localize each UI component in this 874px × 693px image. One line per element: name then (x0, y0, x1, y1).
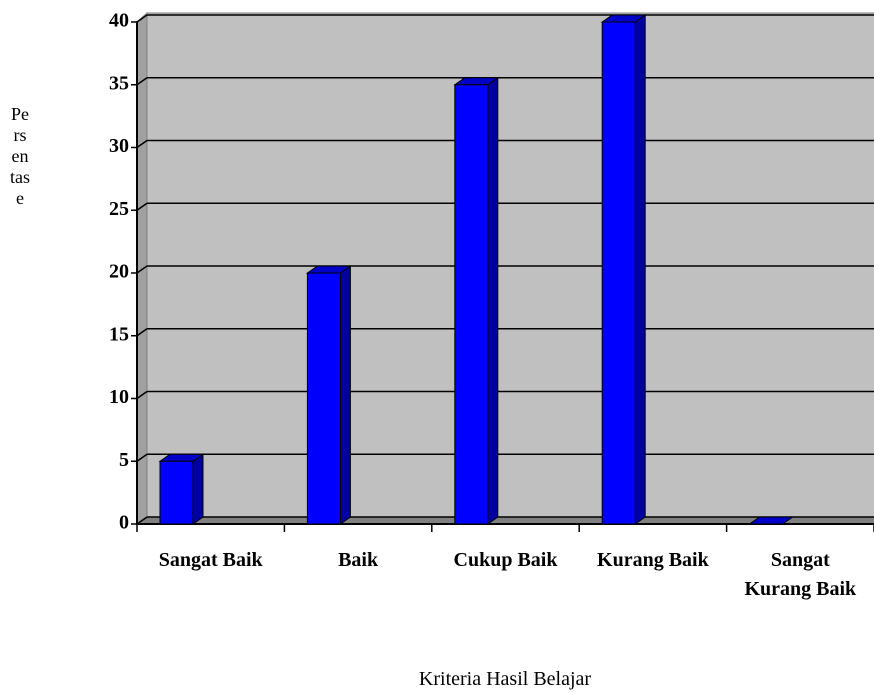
y-tick-label: 10 (109, 386, 129, 408)
y-tick-label: 35 (109, 72, 129, 94)
y-tick-label: 30 (109, 135, 129, 157)
bar (306, 272, 341, 525)
grid-line (136, 390, 148, 400)
x-tick-label: Baik (338, 549, 379, 571)
x-tick-label: Sangat Kurang Baik (744, 549, 857, 600)
grid-line (136, 516, 148, 525)
grid-line (136, 139, 148, 149)
grid-line (136, 328, 148, 337)
bar (601, 21, 636, 525)
grid-line (136, 77, 148, 86)
bar (159, 460, 194, 525)
back-wall (146, 12, 874, 518)
bar (454, 84, 489, 525)
grid-line (136, 14, 148, 23)
x-tick-label: Cukup Baik (453, 549, 558, 571)
bar-side (192, 453, 204, 525)
side-wall (136, 11, 148, 525)
bar-top (748, 516, 795, 525)
x-tick-label: Kurang Baik (597, 549, 709, 571)
y-tick-label: 5 (119, 449, 129, 471)
y-tick-label: 20 (109, 261, 129, 283)
x-axis-label: Kriteria Hasil Belajar (418, 668, 592, 690)
x-tick-label: Sangat Baik (158, 549, 263, 571)
bar-side (487, 76, 499, 525)
y-tick-label: 15 (109, 323, 129, 345)
y-tick-label: 0 (119, 512, 129, 534)
grid-line (136, 265, 148, 274)
grid-line (136, 453, 148, 462)
y-axis-label: Persentase (10, 104, 30, 208)
bar-side (634, 14, 646, 525)
grid-line (136, 202, 148, 211)
y-tick-label: 25 (109, 198, 129, 220)
bar-side (339, 265, 351, 525)
y-tick-label: 40 (109, 10, 129, 32)
